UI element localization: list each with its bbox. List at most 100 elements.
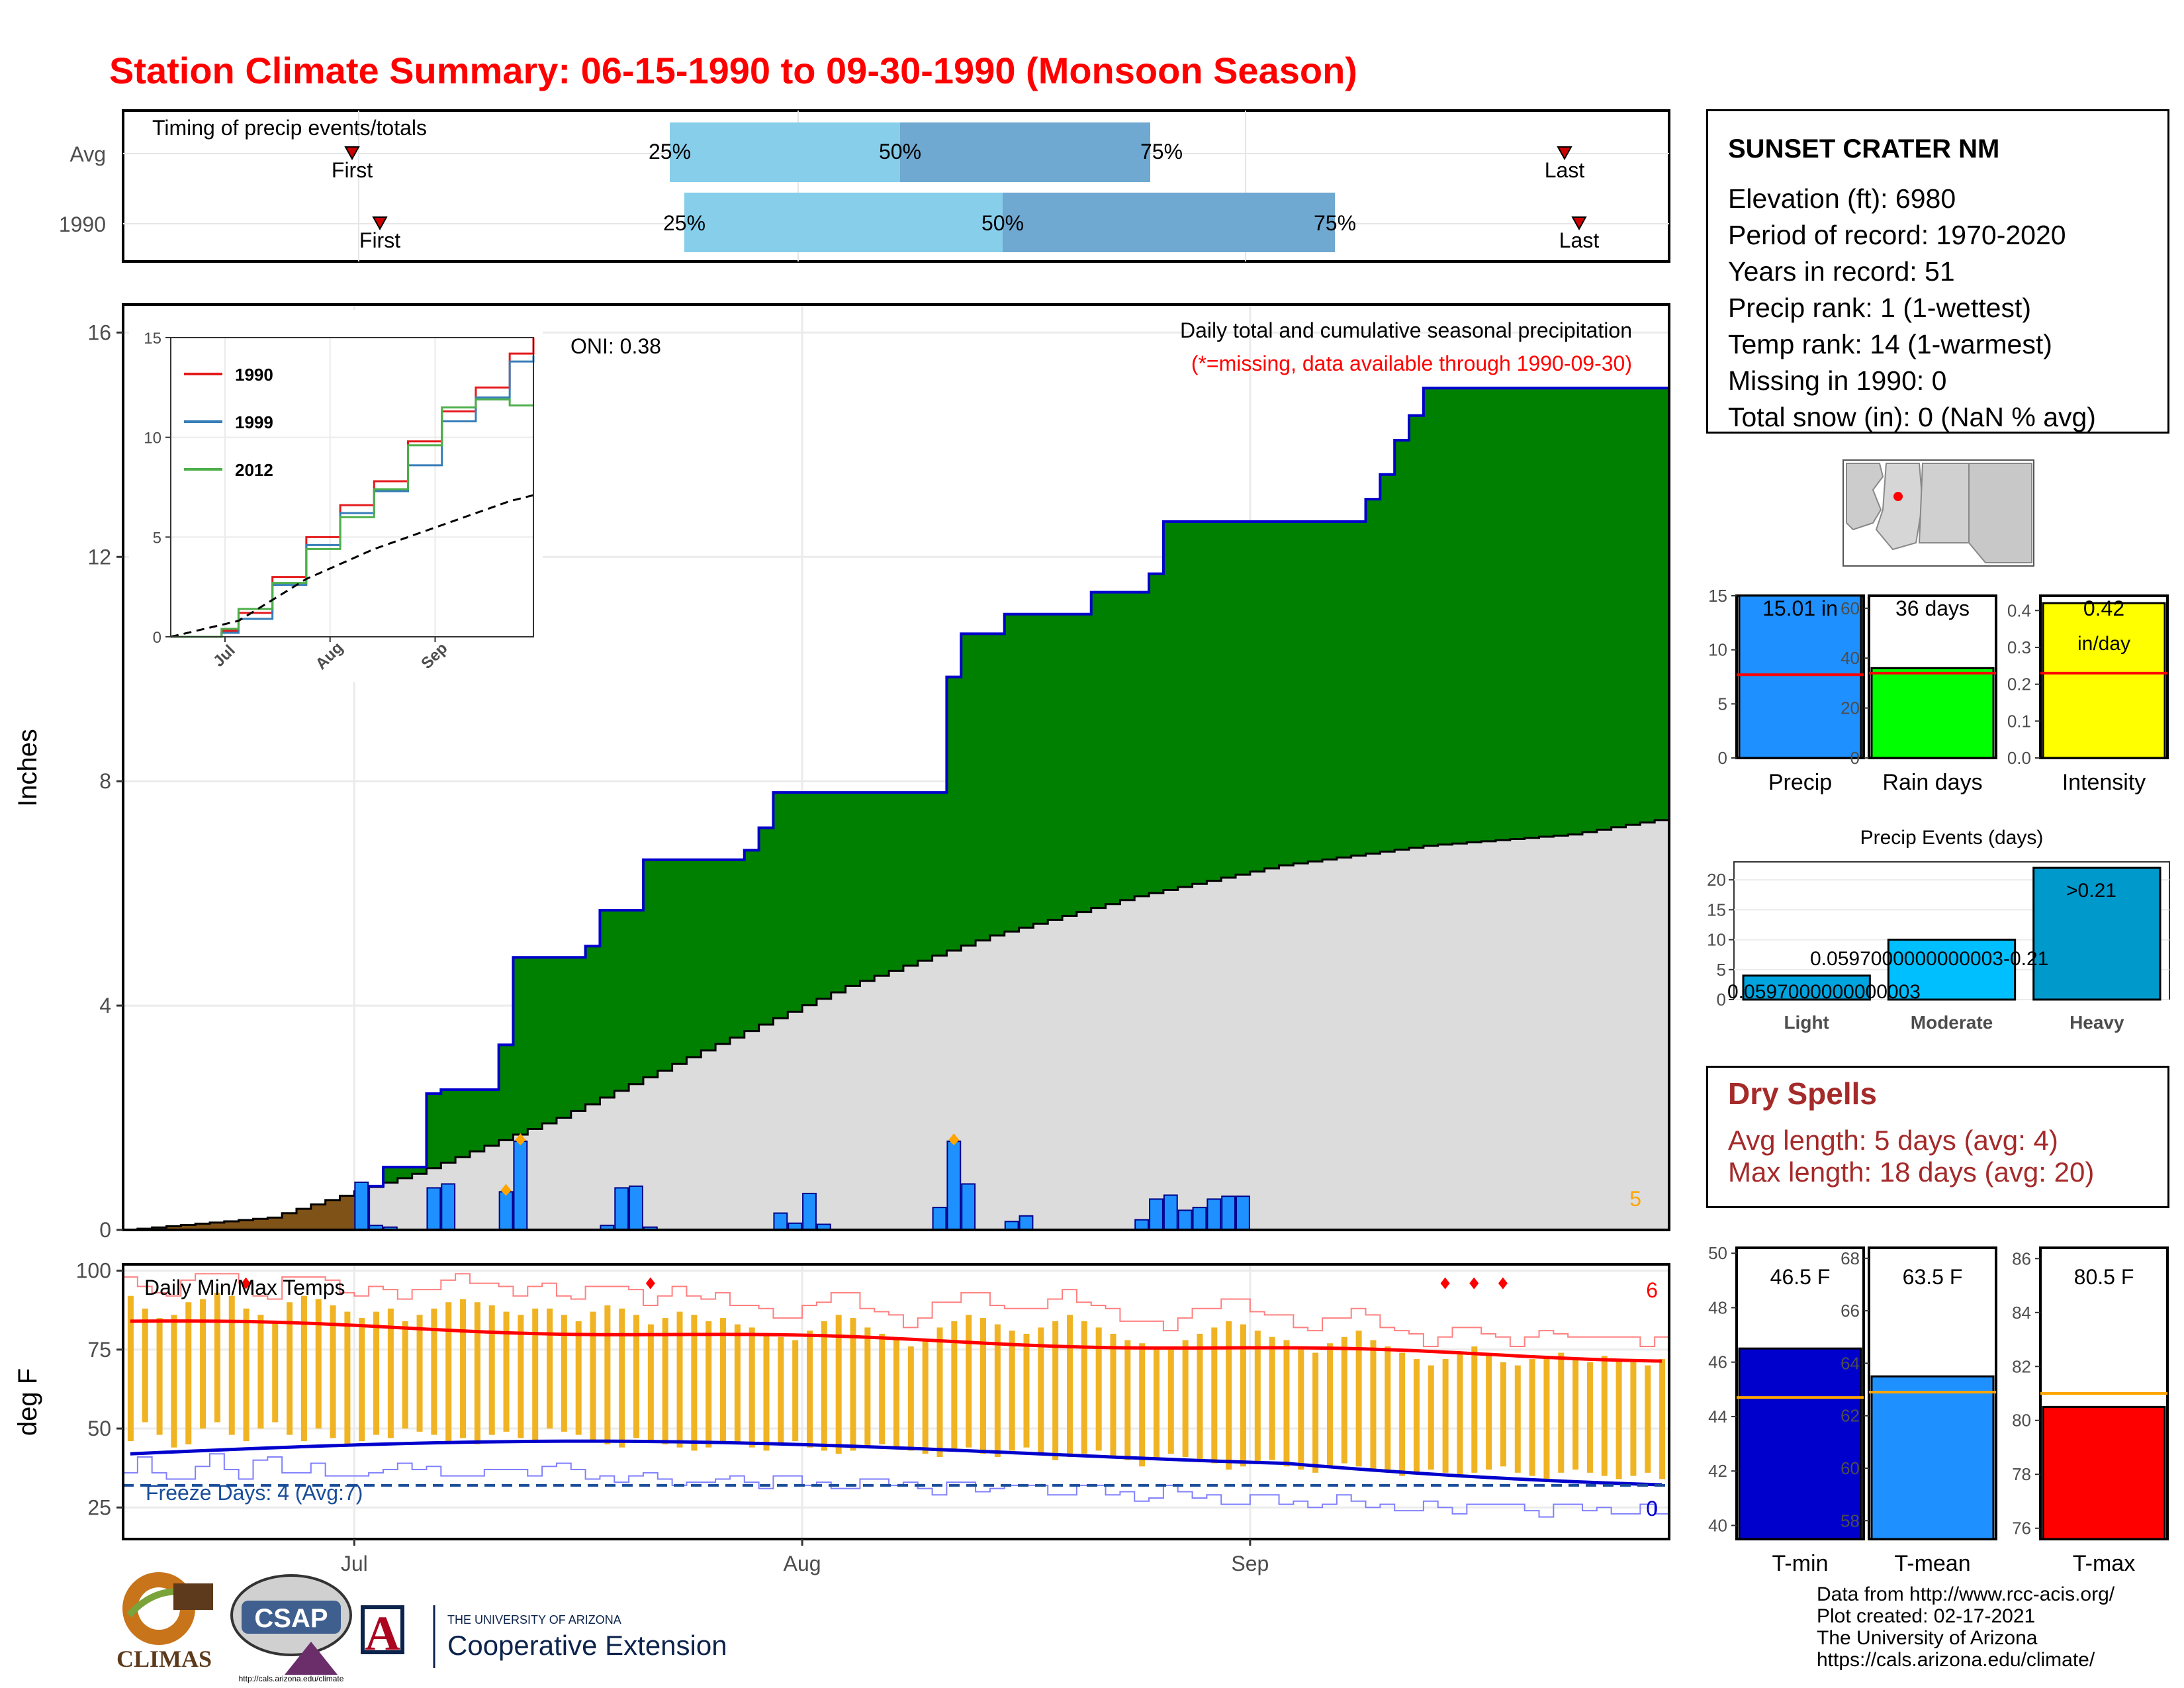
climas-logo: CLIMAS xyxy=(116,1572,213,1672)
daily-temp-bar xyxy=(1601,1356,1608,1476)
timing-avg-p25: 25% xyxy=(649,140,691,164)
mini-chart-ytick-label: 40 xyxy=(1708,1515,1727,1535)
daily-temp-bar xyxy=(907,1346,914,1451)
daily-temp-bar xyxy=(503,1311,510,1432)
inset-series-line xyxy=(171,398,533,638)
temp-min-count: 0 xyxy=(1646,1497,1658,1521)
daily-temp-bar xyxy=(633,1315,640,1438)
daily-temp-bar xyxy=(1428,1365,1434,1470)
daily-precip-bar xyxy=(614,1187,629,1231)
mini-chart-ytick-label: 42 xyxy=(1708,1461,1727,1481)
daily-precip-bar xyxy=(629,1185,643,1231)
daily-precip-bar xyxy=(1206,1198,1222,1231)
temp-ytick-label: 100 xyxy=(76,1259,111,1283)
daily-temp-bar xyxy=(287,1302,293,1435)
mini-chart-bar xyxy=(2042,1405,2166,1540)
daily-temp-bar xyxy=(864,1327,871,1448)
university-of-arizona-logo: A THE UNIVERSITY OF ARIZONA Cooperative … xyxy=(361,1605,727,1668)
inset-ytick-label: 15 xyxy=(144,330,161,348)
inset-legend-1999: 1999 xyxy=(235,412,273,432)
daily-temp-bar xyxy=(243,1308,250,1442)
mini-chart-value-label: 80.5 F xyxy=(2074,1265,2134,1289)
region-map xyxy=(1843,459,2034,567)
daily-temp-bar xyxy=(792,1340,799,1442)
daily-temp-bar xyxy=(691,1315,698,1451)
daily-temp-bar xyxy=(922,1340,929,1454)
temp-ytick-label: 25 xyxy=(87,1495,111,1519)
timing-year-bar-25-50 xyxy=(684,193,1003,252)
timing-year-last: Last xyxy=(1559,228,1600,252)
daily-temp-bar xyxy=(662,1318,668,1444)
mini-chart-ytick-label: 0.3 xyxy=(2007,637,2031,657)
mini-chart-ytick-label: 76 xyxy=(2012,1519,2031,1538)
mini-chart-raindays: 0 20 40 60 36 days Rain days xyxy=(1841,594,1997,795)
timing-avg-last: Last xyxy=(1545,158,1585,182)
daily-temp-bar xyxy=(1457,1352,1463,1476)
station-name: SUNSET CRATER NM xyxy=(1728,134,2000,164)
precip-ytick-label: 0 xyxy=(99,1218,111,1242)
daily-temp-bar xyxy=(257,1315,264,1429)
record-high-line xyxy=(123,1273,1669,1348)
daily-temp-bar xyxy=(821,1321,827,1451)
daily-temp-bar xyxy=(1543,1356,1550,1479)
daily-temp-bar xyxy=(590,1311,596,1442)
daily-temp-bar xyxy=(1500,1362,1506,1467)
mini-chart-ytick-label: 0.2 xyxy=(2007,675,2031,694)
daily-temp-bar xyxy=(1326,1343,1333,1467)
daily-temp-bar xyxy=(228,1295,235,1435)
daily-temp-bar xyxy=(200,1299,206,1429)
daily-temp-bar xyxy=(1269,1336,1275,1460)
mini-chart-ytick-label: 44 xyxy=(1708,1407,1727,1427)
timing-year-p75: 75% xyxy=(1314,211,1356,235)
events-ytick-label: 10 xyxy=(1707,930,1726,950)
daily-precip-bar xyxy=(1134,1219,1150,1231)
daily-precip-bar xyxy=(1192,1207,1207,1231)
last-marker-year-icon xyxy=(1571,216,1587,231)
mini-chart-bar xyxy=(1870,667,1995,759)
daily-precip-bar xyxy=(498,1191,514,1231)
daily-temp-bar xyxy=(185,1302,192,1444)
precip-ytick-label: 4 xyxy=(99,994,111,1017)
daily-temp-bar xyxy=(604,1305,611,1444)
daily-temp-bar xyxy=(1615,1359,1622,1479)
daily-temp-bar xyxy=(807,1331,813,1448)
daily-temp-bar xyxy=(1009,1331,1015,1451)
ua-logo-line1: THE UNIVERSITY OF ARIZONA xyxy=(447,1613,621,1626)
first-marker-avg-icon xyxy=(344,146,360,161)
daily-temp-bar xyxy=(1558,1352,1565,1473)
mini-chart-ytick-label: 20 xyxy=(1841,698,1860,718)
daily-precip-bar xyxy=(354,1181,369,1231)
daily-temp-bar xyxy=(720,1318,727,1442)
daily-temp-bar xyxy=(966,1315,972,1448)
daily-precip-bar xyxy=(961,1183,976,1231)
daily-temp-bar xyxy=(763,1333,770,1451)
daily-temp-bar xyxy=(1399,1352,1406,1476)
daily-temp-bar xyxy=(1385,1346,1391,1473)
daily-temp-bar xyxy=(1572,1359,1579,1470)
daily-temp-bar xyxy=(272,1321,279,1423)
mini-chart-ytick-label: 50 xyxy=(1708,1243,1727,1263)
station-years: Years in record: 51 xyxy=(1728,256,1955,287)
map-ca-region xyxy=(1846,463,1884,531)
dry-spells-box: Dry Spells Avg length: 5 days (avg: 4) M… xyxy=(1706,1066,2169,1208)
mini-chart-ytick-label: 62 xyxy=(1841,1406,1860,1426)
daily-temp-bar xyxy=(1139,1343,1146,1467)
daily-temp-bar xyxy=(994,1324,1001,1457)
daily-precip-bar xyxy=(1019,1215,1034,1231)
mini-chart-ytick-label: 66 xyxy=(1841,1301,1860,1321)
extreme-precip-marker-icon xyxy=(500,1184,512,1196)
station-temp-rank: Temp rank: 14 (1-warmest) xyxy=(1728,329,2052,359)
daily-temp-bar xyxy=(359,1318,365,1442)
mini-chart-label: Rain days xyxy=(1882,770,1982,795)
daily-temp-bar xyxy=(402,1321,408,1429)
daily-temp-bar xyxy=(127,1295,134,1442)
mini-chart-ytick-label: 40 xyxy=(1841,648,1860,668)
daily-temp-bar xyxy=(344,1311,351,1444)
precip-ylabel: Inches xyxy=(13,729,42,807)
daily-precip-bar xyxy=(1149,1198,1163,1231)
climas-logo-text: CLIMAS xyxy=(116,1646,212,1672)
daily-temp-bar xyxy=(1081,1321,1087,1454)
daily-temp-bar xyxy=(575,1321,582,1435)
record-temp-marker-icon xyxy=(241,1277,251,1289)
